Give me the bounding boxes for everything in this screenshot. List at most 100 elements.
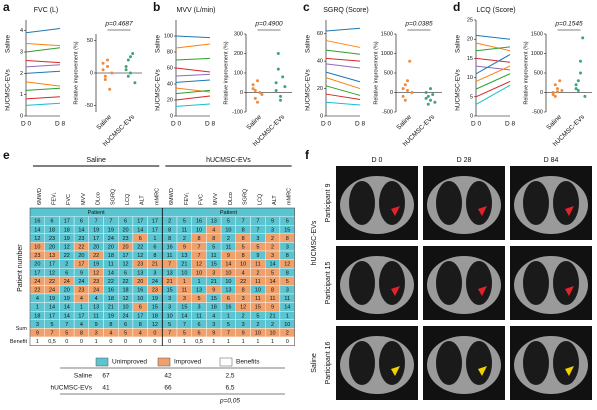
cell-text: 8 xyxy=(168,227,171,233)
dot xyxy=(408,59,412,63)
summary-value: 66 xyxy=(164,385,172,392)
cell-text: 8 xyxy=(286,253,289,259)
cell-text: 8 xyxy=(139,322,142,328)
dot xyxy=(406,89,409,93)
row-label: Participant 15 xyxy=(325,261,332,304)
y-tick-label: 500 xyxy=(384,70,393,76)
cell-text: 11 xyxy=(108,262,114,268)
cell-text: 6 xyxy=(124,270,127,276)
legend-swatch xyxy=(219,357,233,367)
y-tick-label: 20 xyxy=(167,97,173,103)
cell-text: 14 xyxy=(49,305,55,311)
slope-line xyxy=(25,81,61,87)
p-value: p=0,05 xyxy=(219,398,240,405)
cell-text: 1 xyxy=(212,339,215,345)
group-label: Saline xyxy=(155,35,162,53)
dot xyxy=(401,87,405,91)
cell-text: 14 xyxy=(137,227,143,233)
slope-line xyxy=(325,93,361,101)
cell-text: 10 xyxy=(34,244,40,250)
cell-text: 21 xyxy=(152,262,158,268)
cell-text: 24 xyxy=(108,236,114,242)
dot xyxy=(129,71,132,75)
cell-text: 10 xyxy=(284,322,290,328)
slope-line xyxy=(175,79,211,83)
cell-text: 20 xyxy=(122,227,128,233)
dot xyxy=(103,78,107,81)
cell-text: 13 xyxy=(196,287,202,293)
chart-title: FVC (L) xyxy=(34,7,59,14)
slope-line xyxy=(325,85,361,96)
cell-text: 17 xyxy=(78,313,84,319)
dot xyxy=(260,92,264,96)
cell-text: 0 xyxy=(168,339,171,345)
cell-text: 21 xyxy=(211,279,217,285)
cell-text: 20 xyxy=(93,244,99,250)
cell-text: 22 xyxy=(122,279,128,285)
cell-text: 19 xyxy=(152,296,158,302)
column-header: D 28 xyxy=(457,157,472,164)
dot xyxy=(106,58,109,62)
cell-text: 14 xyxy=(225,262,231,268)
chart-title: SGRQ (Score) xyxy=(323,7,369,14)
ct-lung xyxy=(349,261,375,305)
slope-line xyxy=(175,95,211,101)
cell-text: 15 xyxy=(284,227,290,233)
slope-line xyxy=(25,42,61,47)
dot xyxy=(556,90,559,94)
row-label: Sum xyxy=(16,326,28,332)
cell-text: 24 xyxy=(34,279,40,285)
cell-text: 16 xyxy=(108,287,114,293)
arrow xyxy=(391,366,400,376)
cell-text: 3 xyxy=(271,253,274,259)
slope-line xyxy=(325,101,361,106)
cell-text: 5 xyxy=(256,244,259,250)
cell-text: 5 xyxy=(227,322,230,328)
cell-text: 3 xyxy=(212,270,215,276)
cell-text: 11 xyxy=(167,253,173,259)
arrow xyxy=(478,286,487,296)
dot xyxy=(283,85,287,89)
cell-text: 3 xyxy=(256,236,259,242)
ct-lung xyxy=(523,261,549,305)
cell-text: 10 xyxy=(269,330,275,336)
cell-text: 20 xyxy=(122,244,128,250)
cell-text: 19 xyxy=(108,313,114,319)
slope-line xyxy=(175,89,211,95)
cell-text: 2 xyxy=(271,236,274,242)
column-header: FVC xyxy=(199,194,205,205)
cell-text: 10 xyxy=(181,270,187,276)
y-tick-label: 0 xyxy=(170,113,173,119)
y-tick-label: 0 xyxy=(540,90,543,96)
y-tick-label: 0 xyxy=(20,113,23,119)
cell-text: 4 xyxy=(109,330,112,336)
cell-text: 3 xyxy=(198,305,201,311)
cell-text: 5 xyxy=(65,330,68,336)
cell-text: 17 xyxy=(78,262,84,268)
cell-text: 8 xyxy=(286,236,289,242)
cell-text: 5 xyxy=(256,313,259,319)
ct-lung xyxy=(436,181,462,225)
column-header: FEV₁ xyxy=(52,192,58,205)
cell-text: 11 xyxy=(255,279,261,285)
column-header: FEV₁ xyxy=(184,192,190,205)
cell-text: 13 xyxy=(225,287,231,293)
cell-text: 8 xyxy=(168,236,171,242)
cell-text: 17 xyxy=(64,219,70,225)
cell-text: 13 xyxy=(167,270,173,276)
cell-text: 23 xyxy=(78,287,84,293)
cell-text: 8 xyxy=(242,253,245,259)
dot xyxy=(281,75,285,79)
cell-text: 17 xyxy=(49,262,55,268)
cell-text: 1 xyxy=(286,313,289,319)
column-header: LCQ xyxy=(125,193,131,205)
slope-line xyxy=(325,63,361,69)
ct-lung xyxy=(466,181,492,225)
cell-text: 18 xyxy=(122,287,128,293)
y-tick-label: 40 xyxy=(167,81,173,87)
p-value: p=0.0385 xyxy=(404,21,433,28)
cell-text: 6 xyxy=(198,330,201,336)
cell-text: 11 xyxy=(181,227,187,233)
dot xyxy=(126,74,130,78)
